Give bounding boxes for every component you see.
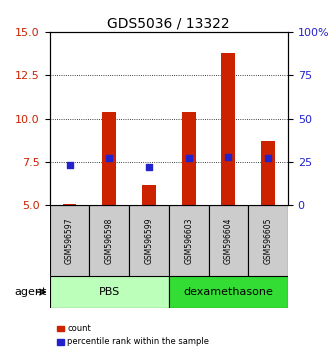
Title: GDS5036 / 13322: GDS5036 / 13322: [108, 17, 230, 31]
Text: GSM596597: GSM596597: [65, 217, 74, 264]
Bar: [50, 276, 169, 308]
Text: dexamethasone: dexamethasone: [183, 287, 273, 297]
Text: GSM596599: GSM596599: [144, 217, 154, 264]
Bar: [50, 205, 89, 276]
Bar: [129, 205, 169, 276]
Text: GSM596603: GSM596603: [184, 217, 193, 264]
Bar: [248, 205, 288, 276]
Text: agent: agent: [14, 287, 46, 297]
Bar: [89, 205, 129, 276]
Bar: [63, 204, 76, 205]
Point: [67, 162, 72, 168]
Point: [146, 164, 152, 170]
Text: GSM596604: GSM596604: [224, 217, 233, 264]
Legend: count, percentile rank within the sample: count, percentile rank within the sample: [54, 321, 213, 350]
Bar: [182, 112, 196, 205]
Bar: [169, 205, 209, 276]
Bar: [102, 112, 116, 205]
Bar: [209, 205, 248, 276]
Bar: [142, 184, 156, 205]
Bar: [169, 276, 288, 308]
Text: GSM596598: GSM596598: [105, 217, 114, 264]
Point: [226, 154, 231, 160]
Point: [186, 156, 191, 161]
Bar: [261, 141, 275, 205]
Text: PBS: PBS: [99, 287, 120, 297]
Point: [107, 156, 112, 161]
Point: [265, 156, 271, 161]
Bar: [221, 53, 235, 205]
Text: GSM596605: GSM596605: [263, 217, 273, 264]
